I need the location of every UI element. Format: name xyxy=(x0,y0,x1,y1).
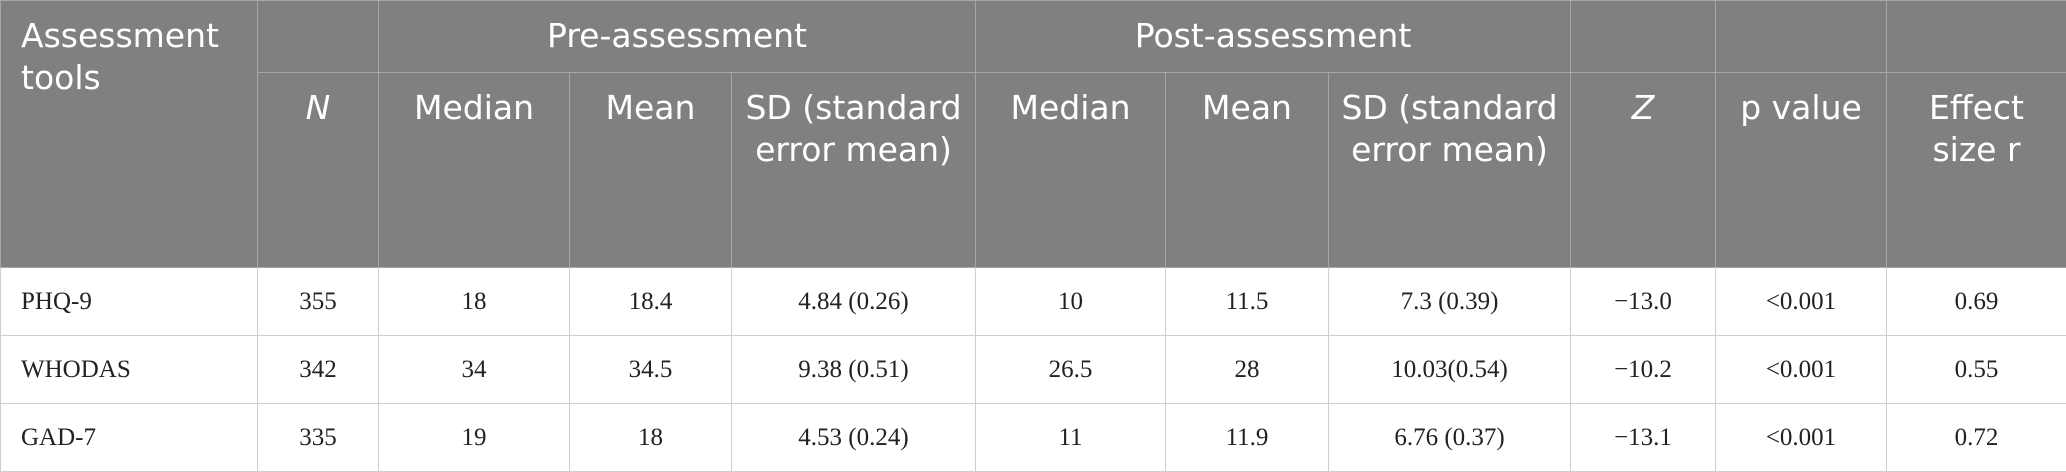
table-cell: 18 xyxy=(570,404,732,472)
table-cell: 11 xyxy=(976,404,1166,472)
table-cell: 9.38 (0.51) xyxy=(732,336,976,404)
column-header: Mean xyxy=(570,73,732,268)
table-cell: 7.3 (0.39) xyxy=(1329,268,1571,336)
table-cell: 342 xyxy=(258,336,379,404)
table-cell: 355 xyxy=(258,268,379,336)
header-cell xyxy=(1571,1,1716,73)
row-label: PHQ-9 xyxy=(1,268,258,336)
table-cell: 26.5 xyxy=(976,336,1166,404)
column-header: Median xyxy=(379,73,570,268)
table-cell: 6.76 (0.37) xyxy=(1329,404,1571,472)
group-header: Pre-assessment xyxy=(379,1,976,73)
table-cell: 0.69 xyxy=(1887,268,2066,336)
group-header: Post-assessment xyxy=(976,1,1571,73)
table-cell: 4.53 (0.24) xyxy=(732,404,976,472)
header-cell xyxy=(258,1,379,73)
table-cell: −13.1 xyxy=(1571,404,1716,472)
table-cell: −13.0 xyxy=(1571,268,1716,336)
table-cell: 28 xyxy=(1166,336,1329,404)
column-header: p value xyxy=(1716,73,1887,268)
table-cell: 11.9 xyxy=(1166,404,1329,472)
column-header: N xyxy=(258,73,379,268)
row-label: WHODAS xyxy=(1,336,258,404)
table-cell: 34.5 xyxy=(570,336,732,404)
column-header: SD (standard error mean) xyxy=(732,73,976,268)
table-cell: 0.55 xyxy=(1887,336,2066,404)
table-cell: 0.72 xyxy=(1887,404,2066,472)
header-cell xyxy=(1887,1,2066,73)
table-cell: 18 xyxy=(379,268,570,336)
column-header: Z xyxy=(1571,73,1716,268)
table-cell: <0.001 xyxy=(1716,336,1887,404)
table-cell: <0.001 xyxy=(1716,404,1887,472)
table-cell: 11.5 xyxy=(1166,268,1329,336)
header-cell xyxy=(1716,1,1887,73)
column-header: Effect size r xyxy=(1887,73,2066,268)
column-header: Mean xyxy=(1166,73,1329,268)
row-label: GAD-7 xyxy=(1,404,258,472)
column-header: SD (standard error mean) xyxy=(1329,73,1571,268)
table-cell: −10.2 xyxy=(1571,336,1716,404)
column-header: Median xyxy=(976,73,1166,268)
table-cell: 10.03(0.54) xyxy=(1329,336,1571,404)
table-cell: 4.84 (0.26) xyxy=(732,268,976,336)
table-cell: <0.001 xyxy=(1716,268,1887,336)
table-cell: 19 xyxy=(379,404,570,472)
table-cell: 10 xyxy=(976,268,1166,336)
table-cell: 335 xyxy=(258,404,379,472)
corner-header: Assessment tools xyxy=(1,1,258,268)
table-cell: 34 xyxy=(379,336,570,404)
header-row: Assessment tools Pre-assessment Post-ass… xyxy=(1,1,2066,73)
table-cell: 18.4 xyxy=(570,268,732,336)
